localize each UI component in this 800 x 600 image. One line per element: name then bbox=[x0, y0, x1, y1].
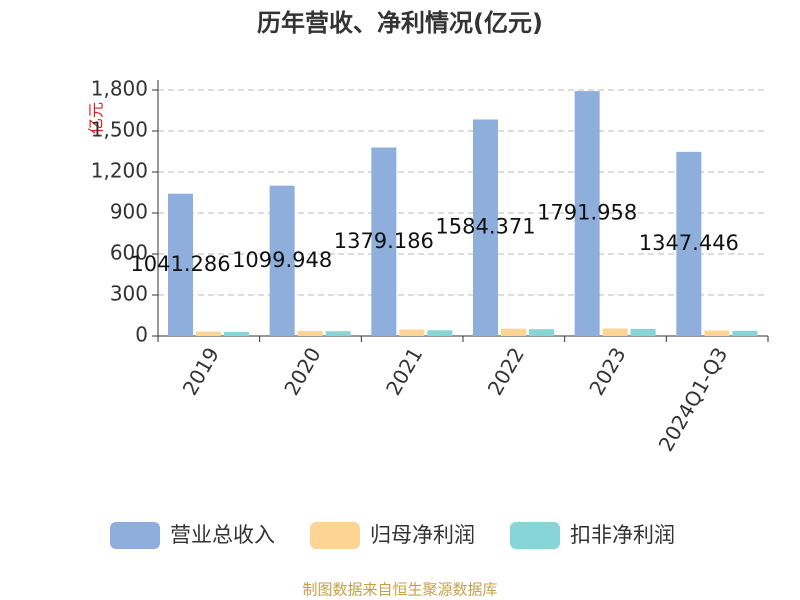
bar bbox=[529, 329, 554, 336]
y-tick-label: 900 bbox=[110, 200, 148, 224]
x-tick-label: 2024Q1-Q3 bbox=[654, 343, 733, 455]
bar bbox=[168, 193, 193, 336]
y-axis-label: 亿元 bbox=[87, 102, 106, 134]
bar bbox=[196, 331, 221, 336]
y-tick-label: 0 bbox=[135, 323, 148, 347]
chart-title: 历年营收、净利情况(亿元) bbox=[257, 9, 543, 37]
bar bbox=[704, 330, 730, 336]
bar bbox=[602, 328, 628, 336]
y-tick-label: 300 bbox=[110, 282, 148, 306]
y-tick-label: 600 bbox=[110, 241, 148, 265]
value-label: 1379.186 bbox=[334, 229, 434, 253]
y-tick-label: 1,800 bbox=[91, 77, 148, 101]
bar bbox=[574, 91, 600, 336]
legend-label: 扣非净利润 bbox=[570, 523, 675, 547]
value-label: 1041.286 bbox=[130, 252, 230, 276]
source-note: 制图数据来自恒生聚源数据库 bbox=[302, 581, 497, 599]
bar bbox=[224, 331, 249, 336]
value-label: 1584.371 bbox=[435, 215, 535, 239]
legend-swatch bbox=[510, 522, 560, 549]
bar bbox=[473, 119, 498, 336]
x-tick-label: 2022 bbox=[483, 343, 529, 399]
legend-swatch bbox=[310, 522, 360, 549]
legend-swatch bbox=[110, 522, 160, 549]
x-tick-label: 2020 bbox=[279, 343, 325, 399]
legend-label: 归母净利润 bbox=[370, 523, 475, 547]
bar bbox=[630, 328, 656, 336]
bar bbox=[676, 151, 702, 336]
x-tick-label: 2023 bbox=[584, 343, 630, 399]
y-tick-label: 1,200 bbox=[91, 159, 148, 183]
bar bbox=[269, 185, 295, 336]
bar bbox=[501, 328, 526, 336]
bar bbox=[325, 331, 351, 336]
bar bbox=[732, 330, 758, 336]
x-tick-label: 2019 bbox=[178, 343, 224, 399]
bar bbox=[427, 330, 453, 336]
value-label: 1791.958 bbox=[537, 201, 637, 225]
bar bbox=[399, 329, 425, 336]
value-label: 1347.446 bbox=[639, 231, 739, 255]
bar bbox=[371, 147, 397, 336]
value-label: 1099.948 bbox=[232, 248, 332, 272]
x-tick-label: 2021 bbox=[381, 343, 427, 399]
legend-label: 营业总收入 bbox=[170, 523, 275, 547]
y-tick-label: 1,500 bbox=[91, 118, 148, 142]
bar bbox=[297, 330, 323, 336]
